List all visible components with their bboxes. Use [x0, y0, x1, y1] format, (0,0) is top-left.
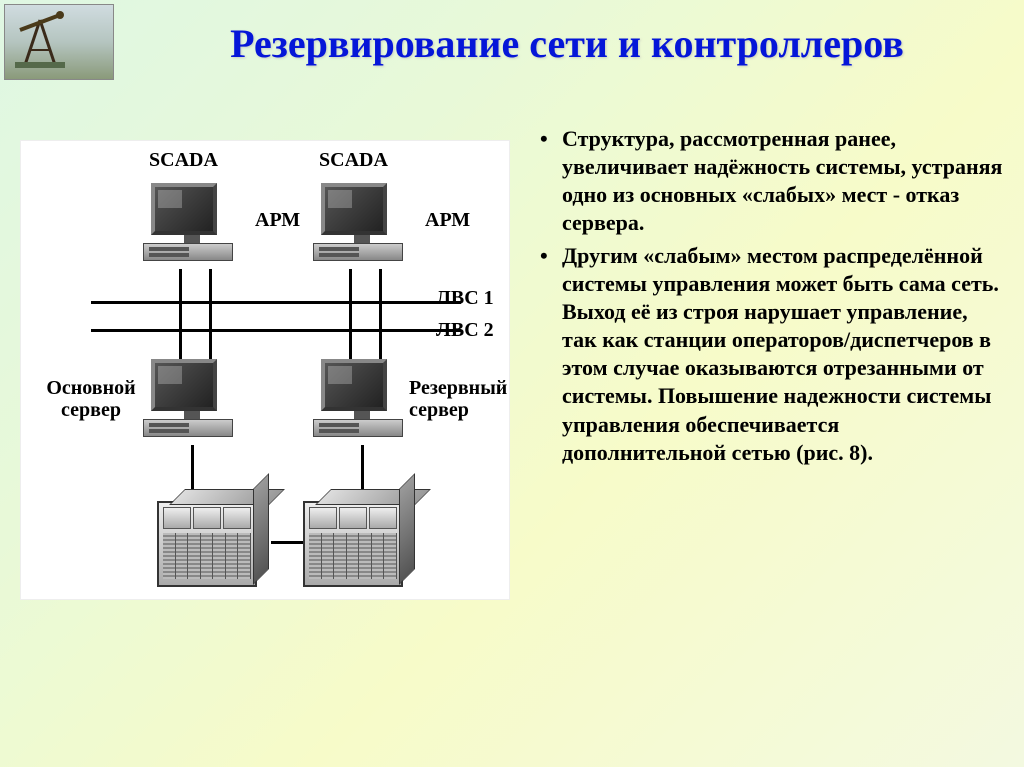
- slide-logo: [4, 4, 114, 80]
- link: [361, 445, 364, 489]
- link: [349, 303, 352, 361]
- label-scada-2: SCADA: [319, 149, 388, 172]
- server-workstation-backup: [321, 359, 403, 437]
- bus-lan1: [91, 301, 461, 304]
- link: [349, 269, 352, 303]
- link: [209, 269, 212, 331]
- link: [379, 331, 382, 361]
- link: [379, 269, 382, 331]
- page-title: Резервирование сети и контроллеров: [130, 20, 1004, 67]
- bus-lan2: [91, 329, 461, 332]
- link: [179, 269, 182, 303]
- link: [191, 445, 194, 489]
- link: [179, 303, 182, 361]
- server-workstation-main: [151, 359, 233, 437]
- bullet-1: Структура, рассмотренная ранее, увеличив…: [540, 125, 1004, 238]
- text-panel: Структура, рассмотренная ранее, увеличив…: [510, 120, 1004, 747]
- pump-jack-icon: [15, 10, 65, 70]
- workstation-2: [321, 183, 403, 261]
- label-lan2: ЛВС 2: [436, 319, 494, 342]
- label-backup-server-l1: Резервный: [409, 377, 507, 399]
- link: [209, 331, 212, 361]
- plc-rack-backup: [303, 501, 403, 587]
- label-backup-server: Резервный сервер: [409, 377, 507, 421]
- label-scada-1: SCADA: [149, 149, 218, 172]
- label-main-server-l1: Основной: [46, 377, 135, 399]
- content-zone: SCADA SCADA АРМ АРМ ЛВС 1 ЛВС 2: [20, 120, 1004, 747]
- bullet-2: Другим «слабым» местом распределённой си…: [540, 242, 1004, 467]
- plc-interlink: [271, 541, 303, 544]
- label-main-server-l2: сервер: [61, 399, 121, 421]
- plc-rack-main: [157, 501, 257, 587]
- label-lan1: ЛВС 1: [436, 287, 494, 310]
- label-arm-2: АРМ: [425, 209, 470, 232]
- network-diagram: SCADA SCADA АРМ АРМ ЛВС 1 ЛВС 2: [20, 140, 510, 600]
- label-main-server: Основной сервер: [31, 377, 151, 421]
- workstation-1: [151, 183, 233, 261]
- label-arm-1: АРМ: [255, 209, 300, 232]
- label-backup-server-l2: сервер: [409, 399, 469, 421]
